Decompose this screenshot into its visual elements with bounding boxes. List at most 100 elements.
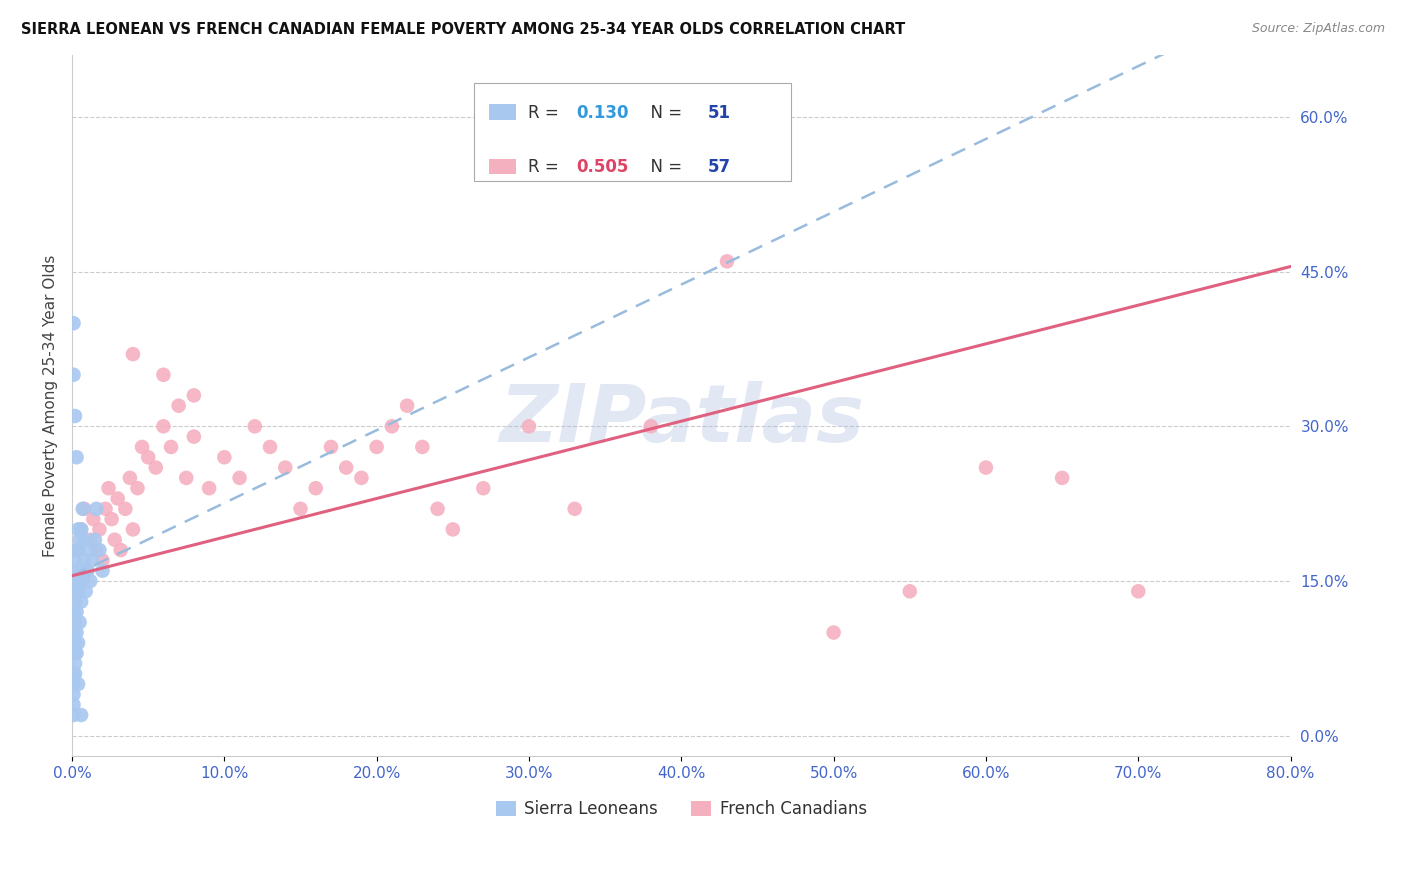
Point [62,316,84,330]
Text: 51: 51 [709,103,731,121]
Point [107,491,129,506]
Text: 0.130: 0.130 [576,103,628,121]
Point [67,636,90,650]
Point [152,368,174,382]
Point [70,708,93,723]
Point [100,512,122,526]
Point [136,450,159,465]
Point [76,564,98,578]
Point [974,460,997,475]
Point [69,574,91,588]
Point [63,657,86,671]
Point [72,574,94,588]
Point [198,481,221,495]
Point [381,419,404,434]
Point [274,460,297,475]
Point [67,543,90,558]
Point [305,481,328,495]
Point [62,646,84,660]
Point [259,440,281,454]
Point [89,523,111,537]
Point [62,666,84,681]
Point [441,523,464,537]
Point [335,460,357,475]
Point [472,481,495,495]
Point [65,450,87,465]
Point [183,429,205,443]
Point [67,584,90,599]
Point [319,440,342,454]
Point [89,543,111,558]
Point [160,440,183,454]
Point [73,553,96,567]
Point [73,533,96,547]
Point [86,543,108,558]
Point [131,440,153,454]
Point [91,564,114,578]
Point [62,584,84,599]
Point [214,450,236,465]
Point [564,501,586,516]
Text: R =: R = [527,158,564,177]
Point [122,523,145,537]
Point [62,368,84,382]
Text: Source: ZipAtlas.com: Source: ZipAtlas.com [1251,22,1385,36]
Point [70,523,93,537]
Point [83,533,105,547]
Point [716,254,738,268]
Point [79,533,101,547]
Point [396,399,419,413]
Point [65,543,87,558]
Point [114,501,136,516]
Point [640,419,662,434]
Point [62,698,84,712]
Point [63,615,86,630]
FancyBboxPatch shape [474,83,792,181]
Point [122,347,145,361]
FancyBboxPatch shape [489,104,516,120]
Point [67,523,90,537]
Point [62,708,84,723]
Point [94,501,117,516]
Point [72,501,94,516]
Point [62,605,84,619]
FancyBboxPatch shape [489,159,516,174]
Point [67,677,90,691]
Point [75,584,97,599]
Point [63,594,86,608]
Point [110,543,132,558]
Point [65,646,87,660]
Point [152,419,174,434]
Point [118,471,141,485]
Point [70,564,93,578]
Point [823,625,845,640]
Text: SIERRA LEONEAN VS FRENCH CANADIAN FEMALE POVERTY AMONG 25-34 YEAR OLDS CORRELATI: SIERRA LEONEAN VS FRENCH CANADIAN FEMALE… [21,22,905,37]
Point [97,481,120,495]
Point [65,564,87,578]
Point [73,501,96,516]
Point [63,409,86,423]
Point [62,677,84,691]
Point [167,399,190,413]
Point [411,440,433,454]
Point [70,594,93,608]
Text: 0.505: 0.505 [576,158,628,177]
Point [350,471,373,485]
Point [63,666,86,681]
Point [62,625,84,640]
Point [65,625,87,640]
Point [104,533,127,547]
Legend: Sierra Leoneans, French Canadians: Sierra Leoneans, French Canadians [489,794,873,825]
Text: N =: N = [640,158,688,177]
Point [183,388,205,402]
Point [1050,471,1073,485]
Point [898,584,921,599]
Point [366,440,388,454]
Point [91,553,114,567]
Point [127,481,149,495]
Text: ZIPatlas: ZIPatlas [499,381,863,458]
Point [63,574,86,588]
Point [145,460,167,475]
Point [79,574,101,588]
Point [77,543,100,558]
